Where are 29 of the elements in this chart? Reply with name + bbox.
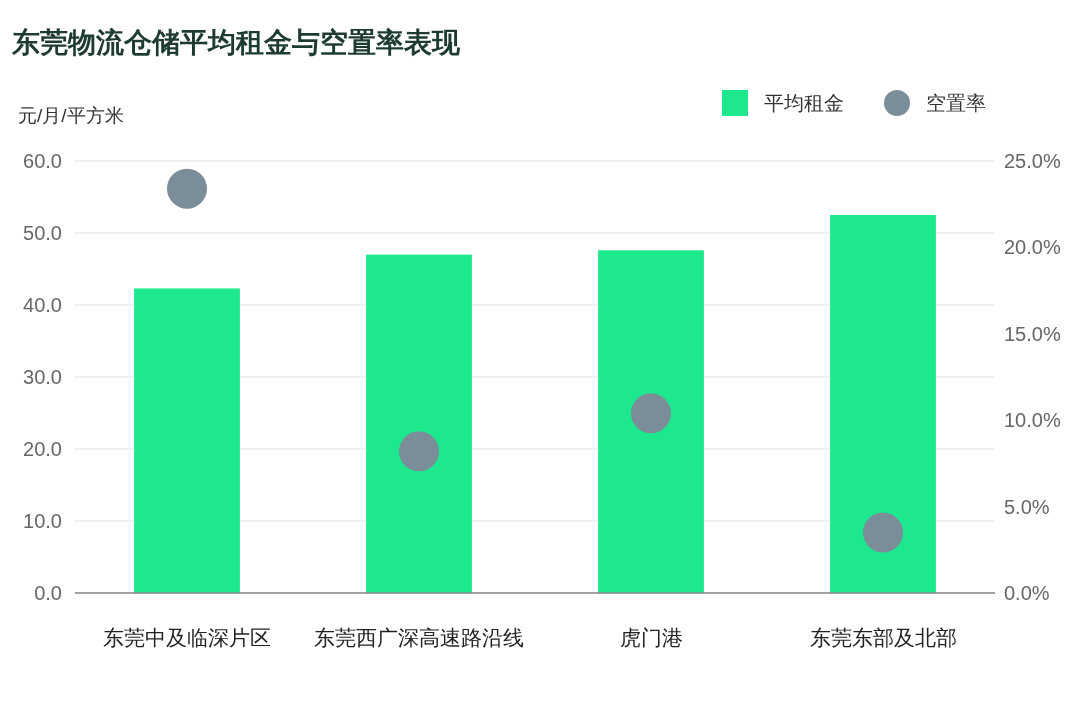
y-tick-label: 0.0 bbox=[34, 582, 62, 604]
y2-tick-label: 0.0% bbox=[1004, 582, 1050, 604]
x-tick-label: 东莞东部及北部 bbox=[809, 626, 957, 649]
y-tick-label: 20.0 bbox=[23, 438, 62, 460]
bar bbox=[830, 215, 936, 593]
x-tick-label: 东莞西广深高速路沿线 bbox=[314, 626, 524, 649]
y-tick-label: 10.0 bbox=[23, 510, 62, 532]
bar bbox=[366, 254, 472, 593]
x-tick-label: 东莞中及临深片区 bbox=[103, 626, 271, 649]
y-tick-label: 40.0 bbox=[23, 294, 62, 316]
point bbox=[399, 431, 439, 472]
y-tick-label: 30.0 bbox=[23, 366, 62, 388]
y-tick-label: 60.0 bbox=[23, 150, 62, 172]
bar bbox=[134, 288, 240, 593]
legend-label: 平均租金 bbox=[764, 92, 844, 114]
chart-title: 东莞物流仓储平均租金与空置率表现 bbox=[11, 27, 461, 58]
point bbox=[631, 393, 671, 434]
y2-tick-label: 10.0% bbox=[1004, 409, 1061, 432]
y-axis-title: 元/月/平方米 bbox=[18, 105, 124, 126]
y2-tick-label: 20.0% bbox=[1004, 236, 1061, 259]
y2-tick-label: 5.0% bbox=[1004, 495, 1050, 518]
point bbox=[167, 168, 207, 209]
point bbox=[863, 512, 903, 553]
legend-label: 空置率 bbox=[926, 92, 986, 114]
y-tick-label: 50.0 bbox=[23, 222, 62, 244]
bar bbox=[598, 250, 704, 593]
y2-tick-label: 25.0% bbox=[1004, 150, 1061, 172]
x-tick-label: 虎门港 bbox=[619, 626, 683, 649]
y2-tick-label: 15.0% bbox=[1004, 322, 1061, 345]
